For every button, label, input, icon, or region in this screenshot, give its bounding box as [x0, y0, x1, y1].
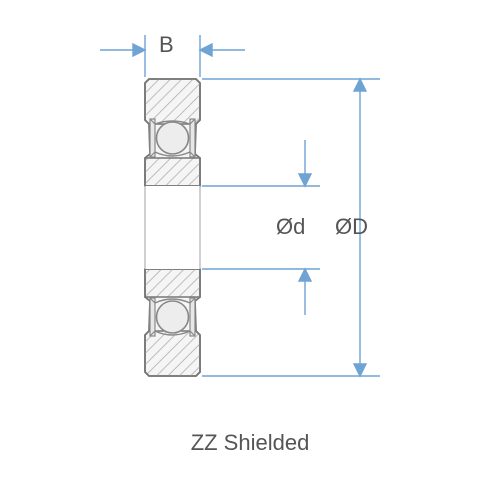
ball-bottom [157, 301, 189, 333]
ball-top [157, 122, 189, 154]
bearing-section [145, 79, 200, 376]
label-D: ØD [335, 214, 368, 240]
caption: ZZ Shielded [0, 430, 500, 456]
bearing-drawing [0, 0, 500, 500]
label-d: Ød [276, 214, 305, 240]
label-B: B [159, 32, 174, 58]
diagram-canvas: B Ød ØD ZZ Shielded [0, 0, 500, 500]
